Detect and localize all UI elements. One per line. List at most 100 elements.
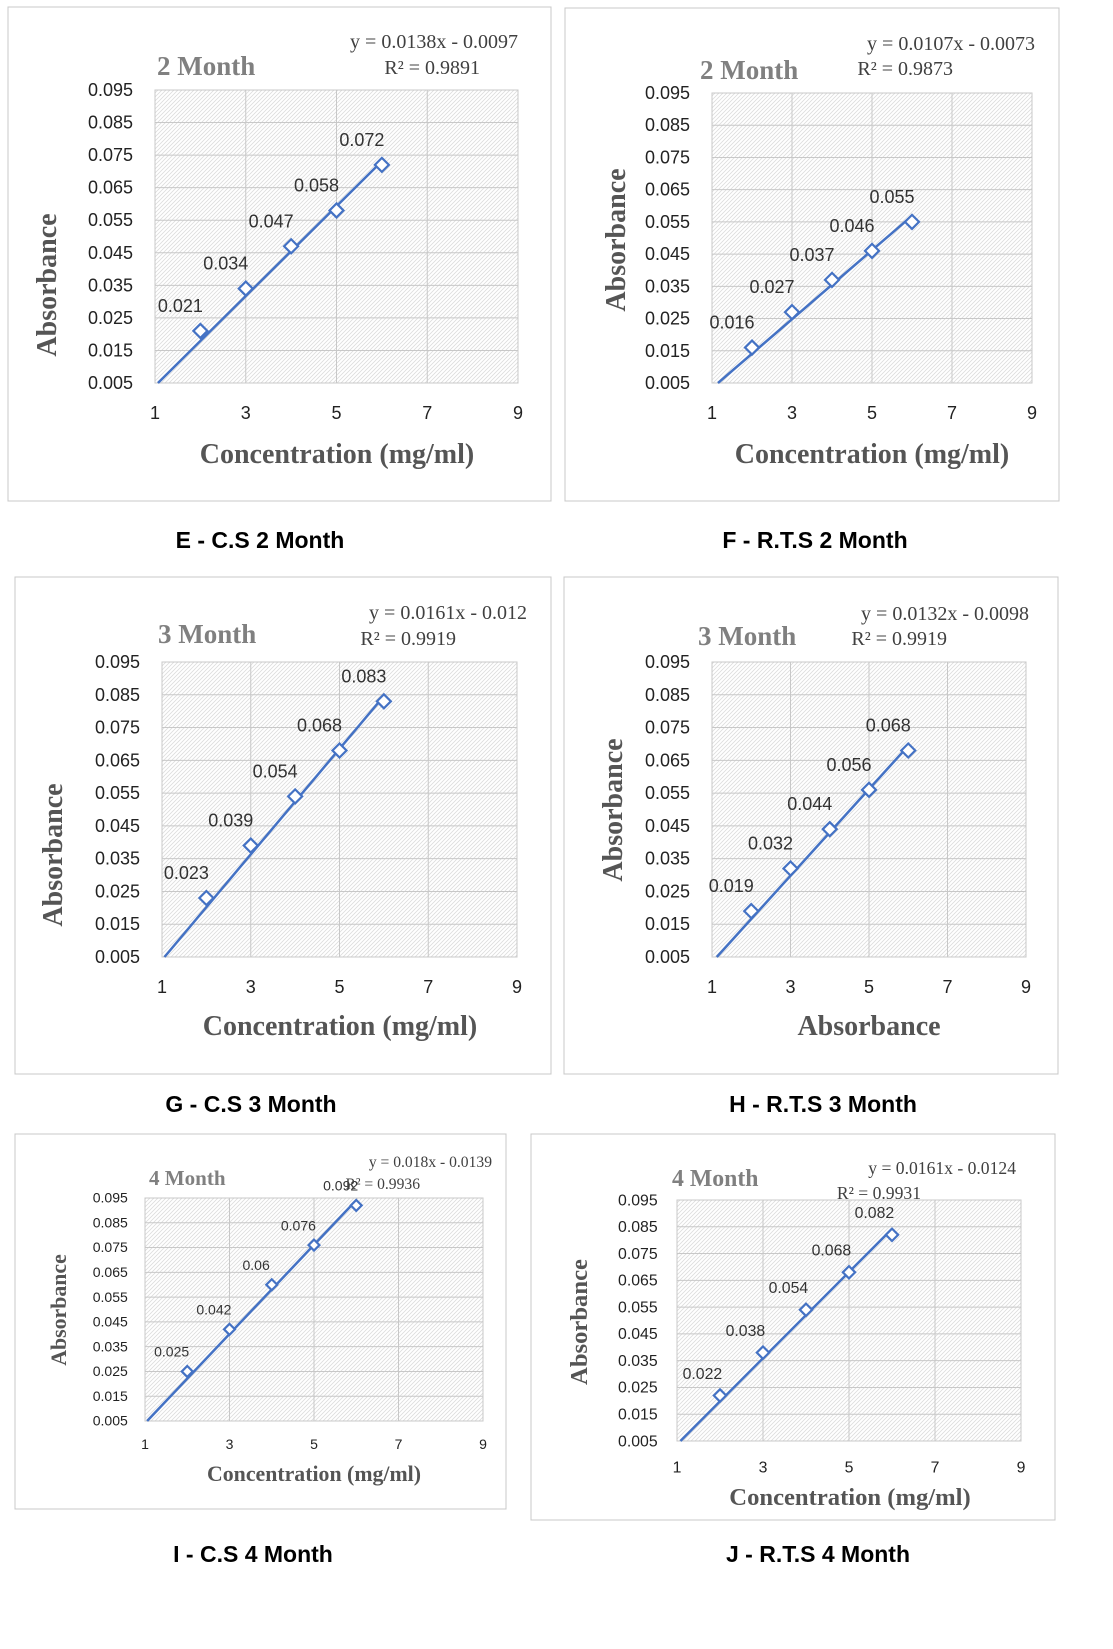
- data-point: [237, 280, 255, 298]
- y-tick-label: 0.005: [95, 947, 140, 967]
- x-tick-label: 3: [785, 977, 795, 997]
- trend-equation: y = 0.0107x - 0.0073: [867, 33, 1035, 55]
- y-tick-label: 0.055: [645, 783, 690, 803]
- x-tick-label: 5: [331, 403, 341, 423]
- y-tick-label: 0.095: [88, 80, 133, 100]
- r-squared: R² = 0.9919: [360, 628, 456, 650]
- y-tick-label: 0.025: [88, 308, 133, 328]
- x-tick-label: 5: [334, 977, 344, 997]
- y-tick-label: 0.005: [618, 1433, 658, 1450]
- y-tick-label: 0.035: [93, 1338, 128, 1354]
- chart-title: 4 Month: [672, 1166, 758, 1192]
- data-label: 0.068: [812, 1243, 852, 1260]
- trendline: [146, 1199, 358, 1422]
- y-tick-label: 0.025: [95, 881, 140, 901]
- y-tick-label: 0.065: [88, 178, 133, 198]
- x-axis-label: Concentration (mg/ml): [200, 439, 475, 470]
- y-tick-label: 0.095: [645, 652, 690, 672]
- y-tick-label: 0.015: [645, 914, 690, 934]
- x-tick-label: 7: [395, 1436, 403, 1452]
- data-point: [743, 339, 761, 357]
- chart-title: 3 Month: [698, 621, 796, 651]
- data-point: [899, 741, 917, 760]
- y-tick-label: 0.095: [645, 83, 690, 103]
- x-tick-label: 9: [1017, 1460, 1026, 1477]
- data-point: [306, 1238, 322, 1253]
- y-tick-label: 0.015: [645, 341, 690, 361]
- x-tick-label: 5: [310, 1436, 318, 1452]
- y-tick-label: 0.035: [88, 275, 133, 295]
- y-tick-label: 0.055: [88, 210, 133, 230]
- trendline: [679, 1228, 893, 1442]
- y-tick-label: 0.005: [645, 373, 690, 393]
- data-point: [821, 820, 839, 838]
- y-tick-label: 0.075: [645, 147, 690, 167]
- data-label: 0.042: [196, 1302, 231, 1318]
- trendline: [715, 745, 910, 958]
- data-label: 0.068: [297, 716, 342, 736]
- x-tick-label: 5: [845, 1460, 854, 1477]
- x-tick-label: 1: [707, 977, 717, 997]
- x-tick-label: 7: [931, 1460, 940, 1477]
- data-point: [327, 201, 346, 220]
- y-tick-label: 0.035: [95, 849, 140, 869]
- data-point: [375, 692, 393, 710]
- x-tick-label: 9: [1021, 977, 1031, 997]
- y-tick-label: 0.005: [645, 947, 690, 967]
- chart-title: 4 Month: [149, 1166, 226, 1190]
- y-tick-label: 0.015: [93, 1388, 128, 1404]
- x-axis-label: Absorbance: [797, 1011, 940, 1042]
- y-tick-label: 0.065: [645, 180, 690, 200]
- y-axis-label: Absorbance: [32, 213, 63, 356]
- y-tick-label: 0.065: [95, 750, 140, 770]
- x-tick-label: 1: [157, 977, 167, 997]
- data-label: 0.037: [789, 245, 834, 265]
- data-point: [282, 237, 300, 255]
- x-tick-label: 9: [512, 977, 522, 997]
- y-tick-label: 0.025: [93, 1363, 128, 1379]
- data-point: [242, 837, 260, 855]
- data-point: [860, 781, 878, 799]
- chart-h: 0.095 0.085 0.075 0.065 0.055 0.045 0.035 0.025…: [563, 576, 1059, 1117]
- y-tick-label: 0.005: [88, 373, 133, 393]
- y-tick-label: 0.075: [618, 1246, 658, 1263]
- y-axis-label: Absorbance: [566, 1259, 593, 1385]
- x-tick-label: 1: [150, 403, 160, 423]
- y-tick-label: 0.065: [618, 1273, 658, 1290]
- x-tick-label: 3: [246, 977, 256, 997]
- x-tick-label: 7: [422, 403, 432, 423]
- y-tick-label: 0.095: [618, 1192, 658, 1209]
- trendline: [163, 695, 385, 958]
- data-label: 0.027: [749, 277, 794, 297]
- y-axis-label: Absorbance: [47, 1254, 71, 1366]
- y-tick-label: 0.055: [95, 783, 140, 803]
- y-tick-label: 0.075: [95, 718, 140, 738]
- data-label: 0.082: [855, 1205, 895, 1222]
- y-tick-label: 0.095: [95, 652, 140, 672]
- chart-title: 3 Month: [158, 619, 256, 649]
- data-point: [191, 322, 209, 340]
- y-tick-label: 0.035: [645, 276, 690, 296]
- y-axis-label: Absorbance: [38, 783, 69, 926]
- data-point: [781, 859, 800, 878]
- x-axis-label: Concentration (mg/ml): [207, 1462, 421, 1486]
- figure-caption: E - C.S 2 Month: [176, 527, 345, 553]
- data-point: [180, 1364, 195, 1379]
- data-label: 0.06: [242, 1257, 270, 1273]
- x-axis-label: Concentration (mg/ml): [203, 1011, 478, 1042]
- r-squared: R² = 0.9936: [345, 1176, 420, 1193]
- x-axis-label: Concentration (mg/ml): [735, 439, 1010, 470]
- figure-caption: H - R.T.S 3 Month: [729, 1091, 917, 1117]
- data-point: [264, 1277, 279, 1292]
- y-tick-label: 0.045: [645, 816, 690, 836]
- data-label: 0.054: [253, 761, 298, 781]
- y-tick-label: 0.055: [645, 212, 690, 232]
- x-tick-label: 5: [864, 977, 874, 997]
- data-label: 0.039: [208, 811, 253, 831]
- data-label: 0.056: [826, 755, 871, 775]
- data-label: 0.047: [249, 211, 294, 231]
- data-point: [349, 1198, 364, 1213]
- data-label: 0.072: [339, 130, 384, 150]
- data-label: 0.058: [294, 175, 339, 195]
- data-point: [373, 156, 391, 174]
